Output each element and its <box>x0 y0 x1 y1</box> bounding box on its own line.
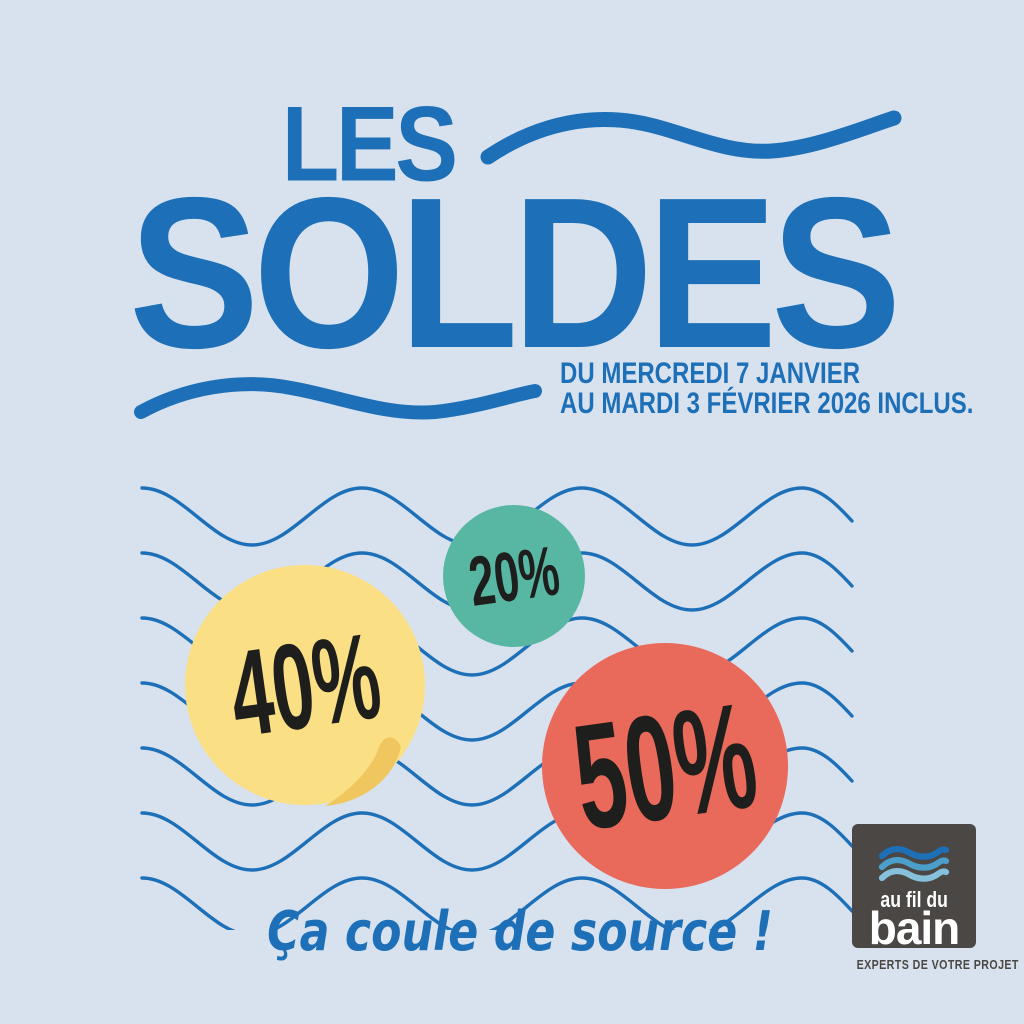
title-les: LES <box>281 84 459 204</box>
brand-baseline: EXPERTS DE VOTRE PROJET <box>856 957 1019 972</box>
wave-stroke-top-icon <box>480 110 902 165</box>
brand-waves-icon <box>878 846 950 882</box>
discount-badge-20: 20% <box>443 505 585 647</box>
discount-value: 20% <box>464 531 564 621</box>
sale-dates: DU MERCREDI 7 JANVIER AU MARDI 3 FÉVRIER… <box>560 359 973 419</box>
date-line-1: DU MERCREDI 7 JANVIER <box>560 357 861 390</box>
brand-name-line2: bain <box>868 902 961 954</box>
brand-logo: au fil du bain <box>852 824 976 954</box>
tagline: Ça coule de source ! <box>267 900 773 963</box>
title-soldes: SOLDES <box>128 151 902 393</box>
wave-stroke-underline-icon <box>134 377 542 420</box>
discount-badge-40: 40% <box>183 563 427 807</box>
date-line-2: AU MARDI 3 FÉVRIER 2026 INCLUS. <box>560 387 974 420</box>
discount-badge-50: 50% <box>542 643 788 889</box>
brand-name-line1: au fil du <box>880 887 948 912</box>
discount-value: 50% <box>564 670 766 862</box>
sticker-peel-icon <box>185 565 425 806</box>
discount-value: 40% <box>221 607 389 763</box>
